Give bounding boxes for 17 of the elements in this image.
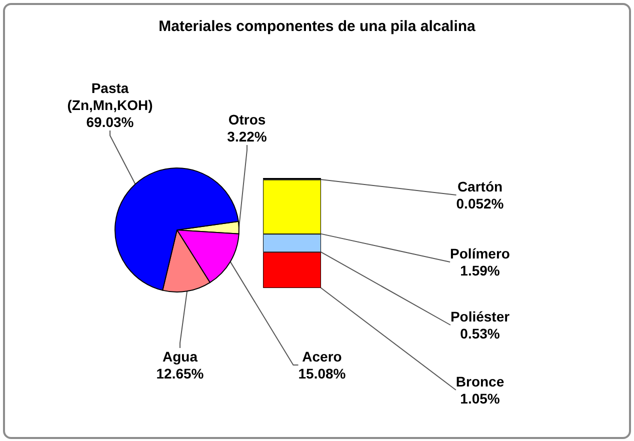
- slice-label: Acero: [302, 348, 342, 364]
- data-label: 15.08%: [298, 366, 346, 382]
- data-label: 3.22%: [227, 128, 268, 144]
- data-label: 1.59%: [460, 262, 500, 278]
- data-label: 0.53%: [460, 326, 500, 342]
- data-label: 1.05%: [460, 390, 500, 406]
- text: Poliéster: [450, 308, 510, 324]
- text: Polímero: [450, 246, 510, 262]
- data-label: 69.03%: [86, 114, 134, 130]
- slice-label: Otros: [228, 112, 266, 128]
- slice-label: Pasta (Zn,Mn,KOH): [67, 80, 153, 113]
- slice-label: Agua: [162, 348, 198, 364]
- data-label: 0.052%: [456, 196, 504, 212]
- text: Cartón: [457, 178, 503, 194]
- data-label: 12.65%: [156, 366, 204, 382]
- text: Bronce: [456, 374, 504, 390]
- chart-title: Materiales componentes de una pila alcalina: [158, 18, 476, 35]
